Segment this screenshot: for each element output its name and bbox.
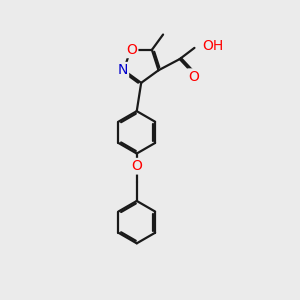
Text: OH: OH — [203, 39, 224, 53]
Text: N: N — [117, 63, 128, 77]
Text: O: O — [131, 159, 142, 173]
Text: O: O — [188, 70, 199, 84]
Text: O: O — [126, 43, 137, 57]
